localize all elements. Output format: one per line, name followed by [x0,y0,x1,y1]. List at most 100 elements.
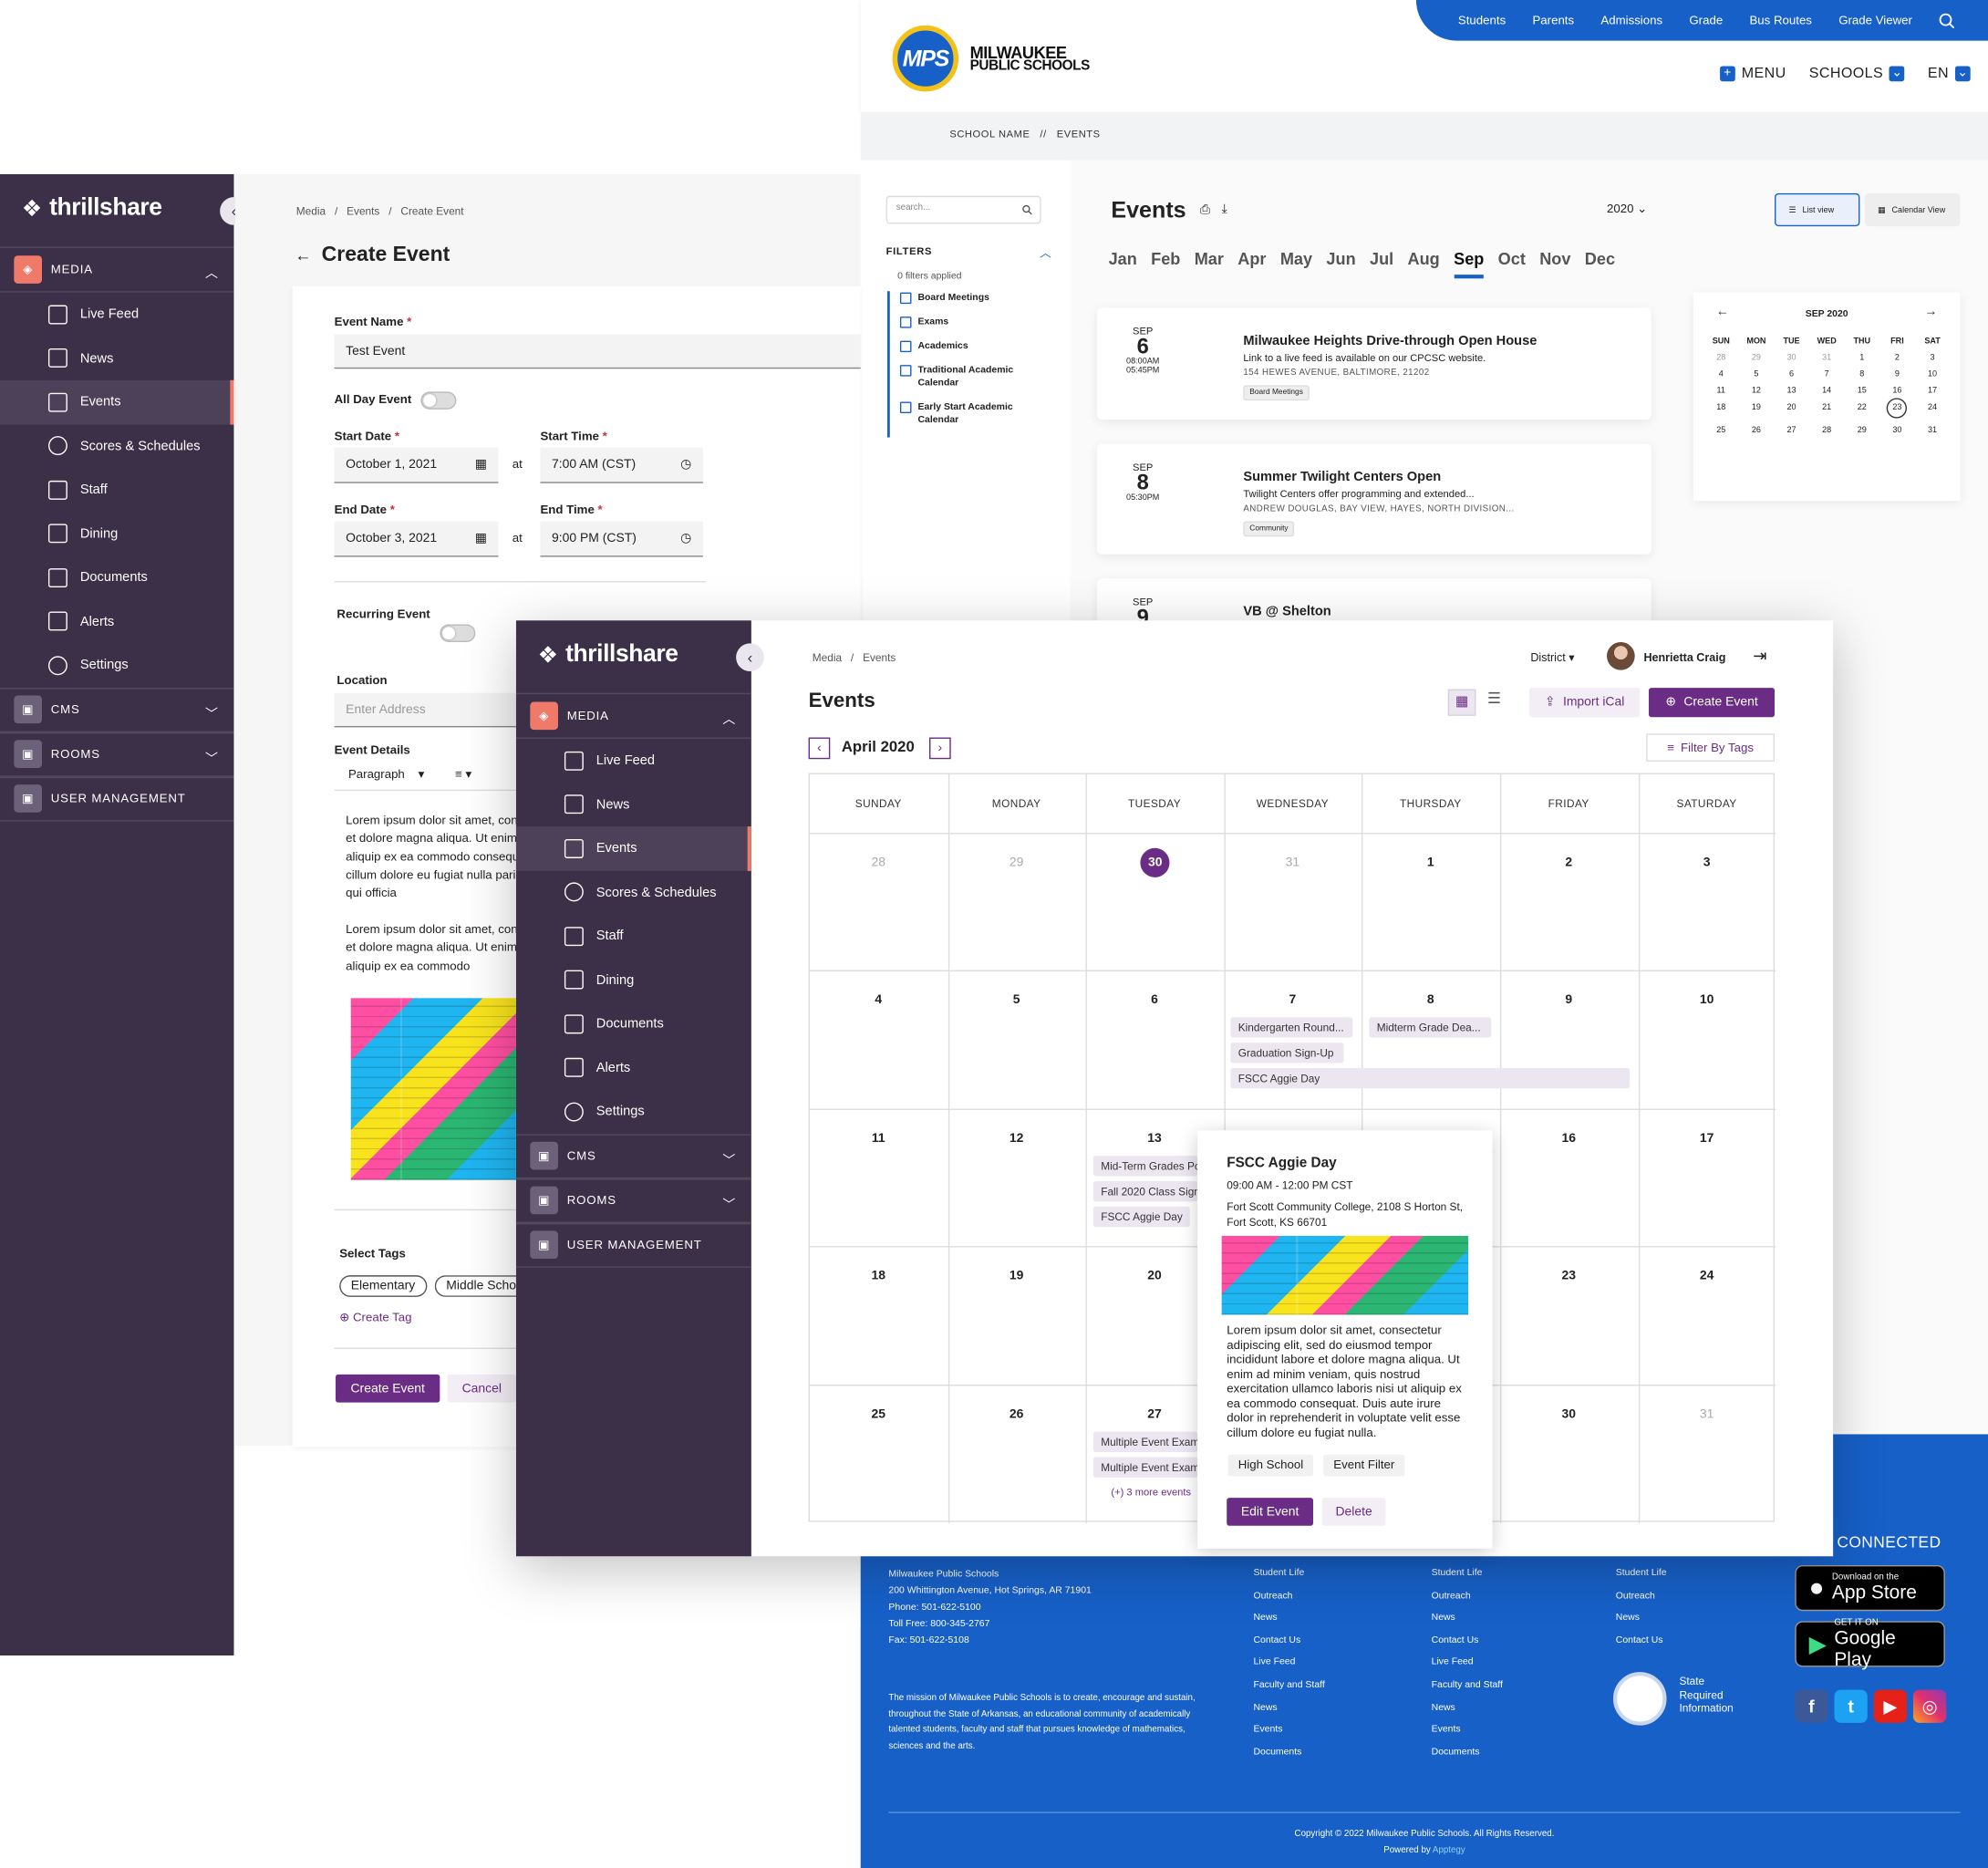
delete-button[interactable]: Delete [1321,1498,1386,1526]
footer-link[interactable]: News [1253,1611,1278,1624]
calendar-day[interactable]: 16 [1500,1109,1638,1247]
sidebar-item-staff[interactable]: Staff [0,468,233,512]
calendar-view-toggle[interactable]: ▦ [1447,689,1476,716]
footer-link[interactable]: Faculty and Staff [1253,1678,1325,1690]
end-time-input[interactable]: 9:00 PM (CST) ◷ [540,521,703,557]
month-tab[interactable]: Sep [1454,249,1485,279]
footer-link[interactable]: Events [1431,1723,1461,1735]
sidebar-item-alerts[interactable]: Alerts [516,1046,751,1090]
checkbox[interactable] [899,340,912,353]
month-tab[interactable]: Mar [1194,249,1224,269]
facebook-icon[interactable]: f [1795,1689,1828,1723]
footer-link[interactable]: Outreach [1253,1588,1293,1601]
section-media[interactable]: ◈ MEDIA ︿ [0,248,234,293]
list-view-toggle[interactable]: ☰ [1486,689,1501,708]
mini-day[interactable]: 3 [1915,354,1951,363]
calendar-day[interactable]: 11 [810,1109,947,1247]
footer-link[interactable]: Contact Us [1431,1633,1479,1645]
search-icon[interactable] [1939,12,1955,28]
end-date-input[interactable]: October 3, 2021 ▦ [334,521,499,557]
footer-link[interactable]: Contact Us [1253,1633,1301,1645]
section-user-management[interactable]: ▣ USER MANAGEMENT [515,1222,751,1268]
instagram-icon[interactable]: ◎ [1912,1689,1947,1723]
thrillshare-logo[interactable]: ❖ thrillshare [538,641,678,669]
calendar-event[interactable]: Graduation Sign-Up [1230,1043,1344,1064]
footer-link[interactable]: News [1615,1611,1640,1624]
mini-day[interactable]: 31 [1809,354,1845,363]
calendar-day[interactable]: 29 [947,833,1085,970]
create-event-submit[interactable]: Create Event [336,1374,440,1403]
calendar-day[interactable]: 5 [947,970,1085,1108]
prev-month-button[interactable]: ‹ [808,737,831,760]
mini-day[interactable]: 29 [1844,426,1879,435]
mini-day[interactable]: 23 [1879,398,1915,419]
checkbox[interactable] [899,292,912,305]
sidebar-item-events[interactable]: Events [0,379,234,424]
district-dropdown[interactable]: District ▾ [1530,651,1574,665]
avatar[interactable] [1607,641,1635,670]
mini-day[interactable]: 4 [1703,370,1739,379]
mini-day[interactable]: 8 [1844,370,1879,379]
mini-day[interactable]: 31 [1915,426,1951,435]
sidebar-item-news[interactable]: News [516,783,751,826]
sidebar-item-settings[interactable]: Settings [0,643,233,687]
all-day-toggle[interactable] [420,391,457,410]
start-date-input[interactable]: October 1, 2021 ▦ [334,447,499,483]
utility-link[interactable]: Grade [1689,13,1724,27]
footer-link[interactable]: News [1431,1611,1455,1624]
section-media[interactable]: ◈ MEDIA ︿ [515,694,751,739]
month-tab[interactable]: Dec [1584,249,1616,269]
location-input[interactable]: Enter Address [334,692,516,728]
checkbox[interactable] [899,365,912,377]
mini-day[interactable]: 6 [1774,370,1809,379]
sidebar-item-documents[interactable]: Documents [0,555,233,599]
mini-day[interactable]: 10 [1915,370,1951,379]
chevron-up-icon[interactable]: ︿ [1040,246,1051,260]
calendar-day[interactable]: 13 [1086,1109,1224,1247]
calendar-day[interactable]: 31 [1224,833,1362,970]
utility-link[interactable]: Students [1457,13,1507,27]
sidebar-item-live-feed[interactable]: Live Feed [516,739,751,783]
footer-link[interactable]: Documents [1431,1745,1480,1758]
calendar-day[interactable]: 18 [810,1246,947,1384]
calendar-event[interactable]: Fall 2020 Class Sign [1092,1181,1198,1202]
calendar-day[interactable]: 9 [1500,970,1638,1108]
calendar-event[interactable]: Multiple Event Exam [1092,1431,1198,1452]
collapse-sidebar-button[interactable]: ‹ [736,643,764,672]
mini-day[interactable]: 9 [1879,370,1915,379]
download-icon[interactable]: ⤓ [1221,202,1227,216]
mini-day[interactable]: 24 [1915,403,1951,419]
calendar-day[interactable]: 19 [947,1246,1085,1384]
calendar-event[interactable]: Kindergarten Round... [1230,1017,1353,1038]
mini-day[interactable]: 12 [1739,387,1775,396]
footer-link[interactable]: Student Life [1431,1566,1483,1578]
mini-day[interactable]: 29 [1739,354,1775,363]
sidebar-item-settings[interactable]: Settings [516,1090,751,1134]
recurring-toggle[interactable] [440,624,476,642]
editor-content[interactable]: Lorem ipsum dolor sit amet, consectetur … [346,813,516,991]
app-store-badge[interactable]: ● Download on the App Store [1795,1565,1945,1612]
month-tab[interactable]: Jul [1369,249,1394,269]
align-dropdown[interactable]: ≡ ▾ [455,767,472,783]
calendar-day[interactable]: 12 [947,1109,1085,1247]
mini-day[interactable]: 21 [1809,403,1845,419]
mini-day[interactable]: 2 [1879,354,1915,363]
event-name-input[interactable]: Test Event [334,334,861,369]
footer-link[interactable]: Outreach [1615,1588,1655,1601]
filter-checkbox[interactable]: Board Meetings [899,291,1040,305]
footer-link[interactable]: Student Life [1615,1566,1667,1578]
calendar-day[interactable]: 20 [1086,1246,1224,1384]
footer-link[interactable]: Live Feed [1253,1655,1296,1668]
mini-day[interactable]: 15 [1844,387,1879,396]
footer-link[interactable]: News [1431,1700,1455,1713]
mps-logo[interactable]: MPS [892,25,959,92]
paragraph-dropdown[interactable]: Paragraph ▾ [348,768,424,782]
sidebar-item-dining[interactable]: Dining [0,512,233,555]
calendar-day[interactable]: 28 [810,833,947,970]
footer-link[interactable]: Student Life [1253,1566,1305,1578]
create-event-button[interactable]: ⊕ Create Event [1649,688,1776,718]
filter-checkbox[interactable]: Early Start Academic Calendar [899,400,1040,426]
month-tab[interactable]: Apr [1237,249,1267,269]
calendar-day[interactable]: 26 [947,1385,1085,1522]
calendar-day[interactable]: 25 [810,1385,947,1522]
